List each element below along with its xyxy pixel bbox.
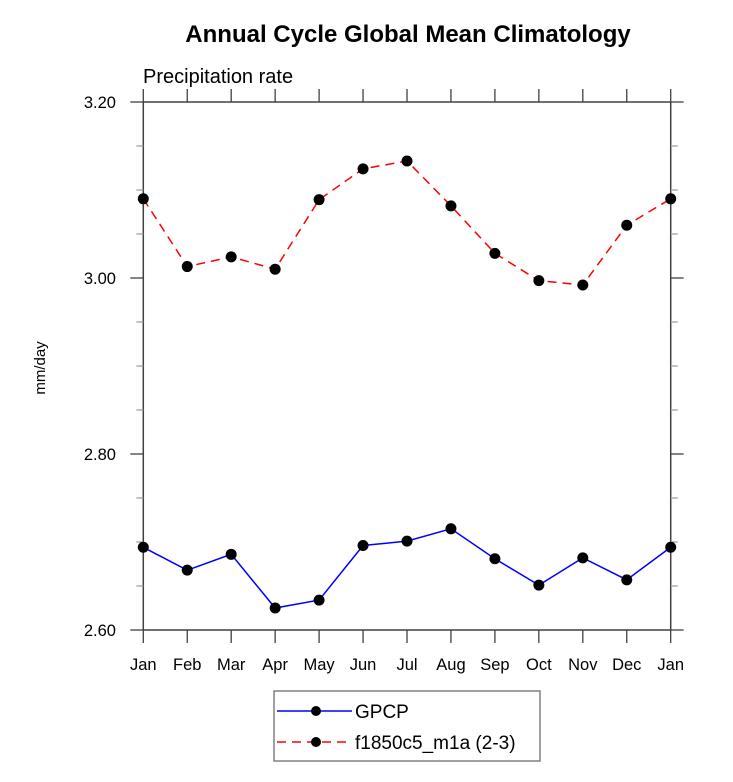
data-point-gpcp — [489, 553, 501, 565]
legend-label-model: f1850c5_m1a (2-3) — [355, 733, 516, 754]
data-point-gpcp — [533, 579, 545, 591]
data-point-gpcp — [181, 564, 193, 576]
axes — [130, 89, 684, 643]
data-point-model — [313, 194, 325, 206]
data-point-model — [181, 261, 193, 273]
y-tick-label: 2.60 — [84, 622, 116, 640]
data-point-gpcp — [357, 540, 369, 552]
x-tick-label: Sep — [480, 656, 509, 674]
y-axis-label: mm/day — [32, 341, 49, 395]
series-group — [137, 155, 677, 614]
data-point-gpcp — [225, 548, 237, 560]
x-tick-labels: Jan Feb Mar Apr May Jun Jul Aug Sep Oct Nov Dec Jan — [130, 656, 684, 674]
chart-title: Annual Cycle Global Mean Climatology — [185, 21, 631, 48]
data-point-model — [137, 193, 149, 205]
x-tick-label: Dec — [612, 656, 641, 674]
x-tick-label: Oct — [526, 656, 552, 674]
x-tick-label: Jan — [130, 656, 157, 674]
y-tick-label: 3.00 — [84, 270, 116, 288]
x-tick-label: Jun — [350, 656, 377, 674]
data-point-gpcp — [621, 574, 633, 586]
x-tick-label: Feb — [173, 656, 201, 674]
legend-marker-model — [311, 737, 321, 747]
data-point-gpcp — [269, 602, 281, 614]
data-point-model — [269, 263, 281, 275]
data-point-gpcp — [577, 552, 589, 564]
data-point-gpcp — [445, 523, 457, 535]
x-tick-label: Apr — [262, 656, 288, 674]
data-point-model — [357, 163, 369, 175]
data-point-gpcp — [137, 541, 149, 553]
data-point-model — [665, 193, 677, 205]
legend-box — [273, 690, 541, 762]
data-point-gpcp — [665, 541, 677, 553]
data-point-model — [225, 251, 237, 263]
data-point-model — [621, 219, 633, 231]
data-point-model — [577, 279, 589, 291]
data-point-gpcp — [313, 594, 325, 606]
x-tick-label: Aug — [436, 656, 465, 674]
y-tick-label: 3.20 — [84, 94, 116, 112]
x-tick-label: May — [304, 656, 336, 674]
y-tick-label: 2.80 — [84, 446, 116, 464]
data-point-model — [489, 247, 501, 259]
series-line-model — [142, 160, 672, 286]
legend: GPCP f1850c5_m1a (2-3) — [273, 690, 541, 762]
data-point-model — [533, 275, 545, 287]
x-tick-label: Nov — [568, 656, 598, 674]
y-tick-labels: 2.60 2.80 3.00 3.20 — [84, 94, 116, 640]
chart-subtitle: Precipitation rate — [143, 66, 293, 88]
data-point-gpcp — [401, 535, 413, 547]
x-tick-label: Jul — [396, 656, 417, 674]
x-tick-label: Jan — [657, 656, 684, 674]
data-point-model — [445, 200, 457, 212]
legend-marker-gpcp — [311, 706, 321, 716]
plot-frame — [142, 101, 672, 631]
legend-label-gpcp: GPCP — [355, 702, 409, 723]
data-point-model — [401, 155, 413, 167]
x-tick-label: Mar — [217, 656, 246, 674]
